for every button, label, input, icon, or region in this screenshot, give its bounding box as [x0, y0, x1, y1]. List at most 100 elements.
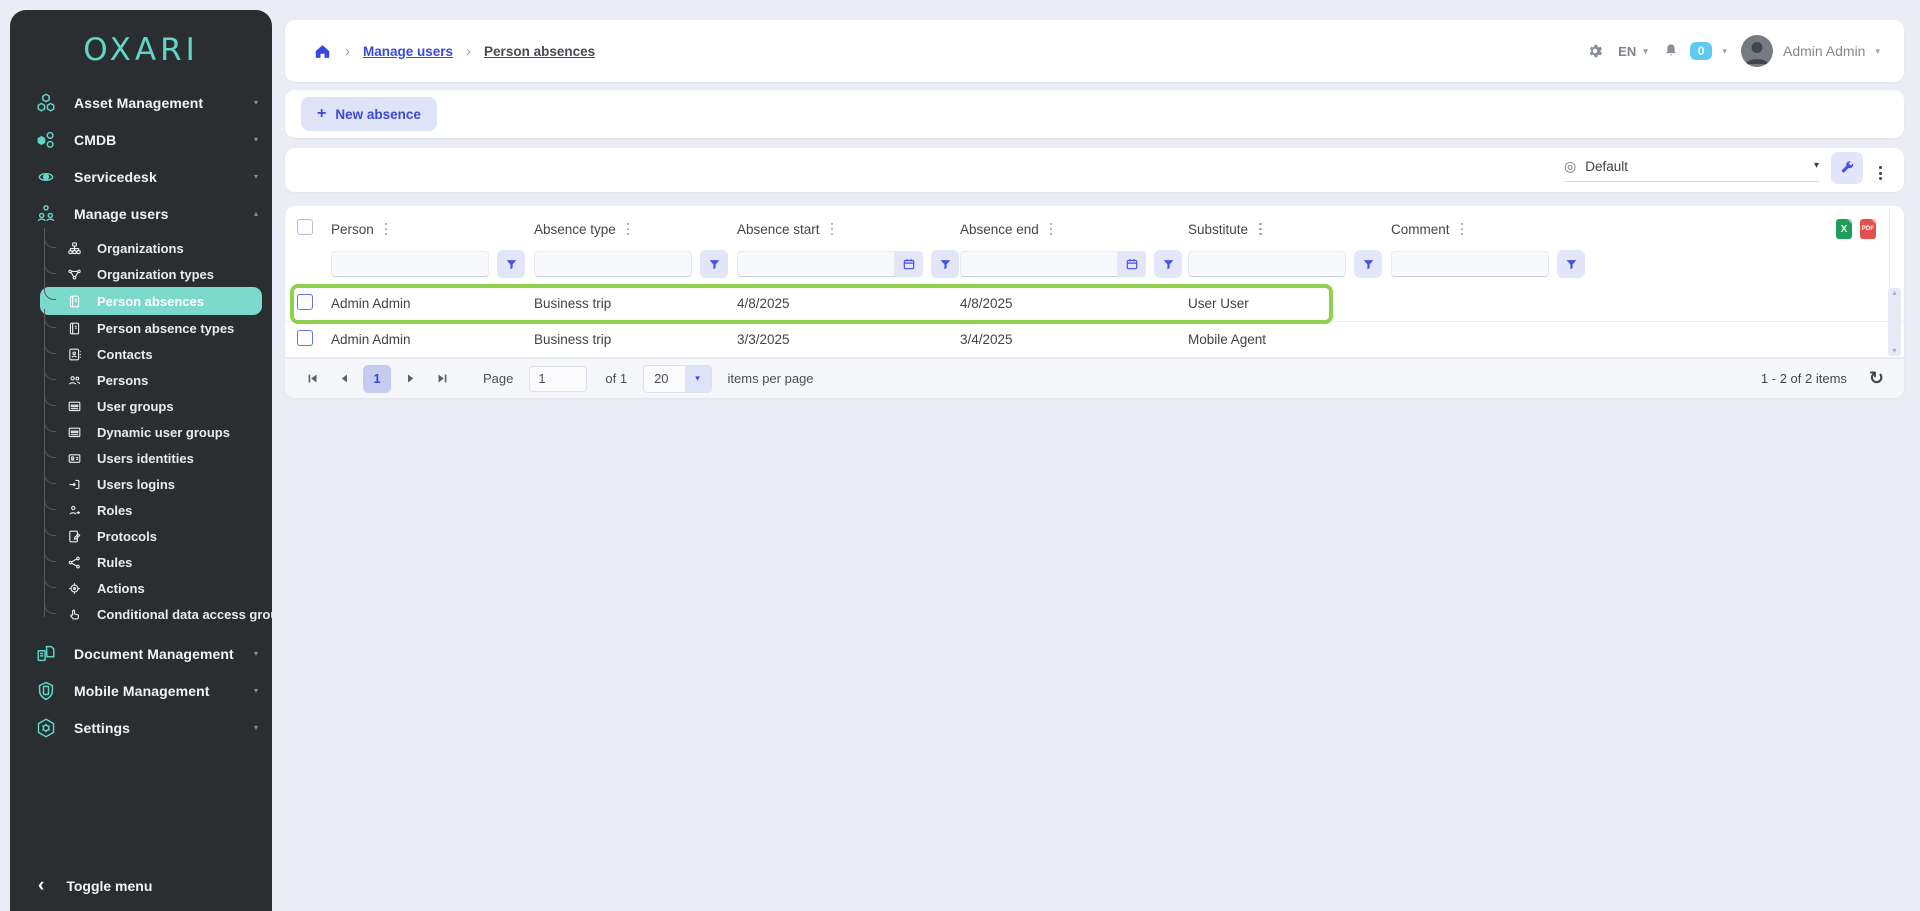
column-header-person[interactable]: Person [331, 222, 534, 237]
gear-icon[interactable] [1586, 42, 1604, 60]
sidebar-item-manage-users[interactable]: Manage users ▴ [10, 195, 272, 232]
column-header-absence-type[interactable]: Absence type [534, 222, 737, 237]
column-header-absence-end[interactable]: Absence end [960, 222, 1188, 237]
column-menu-icon[interactable] [384, 222, 388, 236]
user-groups-icon [66, 398, 83, 415]
sidebar-item-roles[interactable]: Roles [10, 491, 272, 523]
column-menu-icon[interactable] [1049, 222, 1053, 236]
table-row-2[interactable]: Admin Admin Business trip 3/3/2025 3/4/2… [285, 322, 1904, 358]
refresh-icon[interactable]: ↻ [1868, 367, 1884, 389]
sidebar-item-persons[interactable]: Persons [10, 361, 272, 393]
sidebar-item-person-absence-types[interactable]: Person absence types [10, 309, 272, 341]
sidebar-item-organization-types[interactable]: Organization types [10, 255, 272, 287]
sidebar-item-users-logins[interactable]: Users logins [10, 465, 272, 497]
contacts-icon [66, 346, 83, 363]
home-icon[interactable] [313, 42, 332, 61]
avatar[interactable] [1740, 35, 1773, 67]
previous-page-button[interactable] [331, 366, 357, 392]
column-menu-icon[interactable] [1460, 222, 1464, 236]
filter-input-absence-end[interactable] [960, 251, 1118, 277]
page-number-input[interactable] [529, 365, 588, 392]
sidebar-item-settings[interactable]: Settings ▾ [10, 709, 272, 746]
filter-input-substitute[interactable] [1188, 251, 1346, 277]
chevron-down-icon[interactable]: ▾ [1722, 45, 1727, 56]
next-page-button[interactable] [397, 366, 423, 392]
language-label: EN [1618, 43, 1637, 59]
sidebar-item-user-groups[interactable]: User groups [10, 387, 272, 419]
funnel-icon [1362, 258, 1375, 271]
sidebar-item-label: Person absences [97, 293, 204, 309]
table-row-1[interactable]: Admin Admin Business trip 4/8/2025 4/8/2… [285, 284, 1904, 324]
breadcrumb-link-manage-users[interactable]: Manage users [363, 43, 454, 59]
filter-input-comment[interactable] [1391, 251, 1549, 277]
select-all-checkbox[interactable] [297, 218, 313, 235]
filter-button-absence-end[interactable] [1154, 250, 1182, 278]
row-checkbox[interactable] [297, 330, 313, 346]
vertical-scrollbar[interactable]: ▴ ▾ [1888, 288, 1901, 356]
more-options-button[interactable] [1875, 156, 1886, 180]
filter-button-absence-start[interactable] [931, 250, 959, 278]
sidebar-item-organizations[interactable]: Organizations [10, 229, 272, 261]
filter-button-person[interactable] [497, 250, 525, 278]
new-absence-button[interactable]: + New absence [301, 97, 437, 131]
sidebar-item-rules[interactable]: Rules [10, 543, 272, 575]
user-name[interactable]: Admin Admin [1782, 43, 1866, 59]
breadcrumb-current-page[interactable]: Person absences [484, 43, 596, 59]
filter-input-absence-start[interactable] [737, 251, 895, 277]
calendar-icon[interactable] [1118, 251, 1146, 277]
last-page-button[interactable] [429, 366, 455, 392]
column-header-comment[interactable]: Comment [1391, 222, 1818, 237]
sidebar-item-dynamic-user-groups[interactable]: Dynamic user groups [10, 413, 272, 445]
bell-icon[interactable] [1662, 42, 1680, 60]
pagination-bar: 1 Page of 1 20 ▾ items per page 1 - 2 of… [285, 358, 1904, 398]
chevron-left-icon: ‹ [38, 875, 45, 896]
first-page-button[interactable] [299, 366, 325, 392]
chevron-down-icon[interactable]: ▾ [1875, 45, 1880, 56]
grid-settings-button[interactable] [1831, 152, 1863, 184]
sidebar-item-contacts[interactable]: Contacts [10, 335, 272, 367]
servicedesk-icon [34, 165, 58, 189]
table-body: Admin Admin Business trip 4/8/2025 4/8/2… [285, 284, 1904, 358]
filter-input-absence-type[interactable] [534, 251, 692, 277]
sidebar-item-cmdb[interactable]: CMDB ▾ [10, 121, 272, 158]
cell-substitute: User User [1188, 296, 1249, 311]
excel-export-icon[interactable]: X [1836, 219, 1852, 239]
sidebar-item-users-identities[interactable]: Users identities [10, 439, 272, 471]
scroll-up-icon[interactable]: ▴ [1892, 288, 1897, 297]
sidebar-item-actions[interactable]: Actions [10, 569, 272, 601]
scroll-down-icon[interactable]: ▾ [1892, 346, 1897, 355]
language-selector[interactable]: EN ▾ [1618, 44, 1648, 59]
toggle-menu-button[interactable]: ‹ Toggle menu [10, 876, 272, 895]
column-label: Absence end [960, 221, 1039, 237]
page-size-select[interactable]: 20 ▾ [643, 364, 712, 393]
sidebar-item-conditional-data-access-groups[interactable]: Conditional data access groups [10, 595, 272, 627]
column-header-absence-start[interactable]: Absence start [737, 222, 960, 237]
column-menu-icon[interactable] [830, 222, 834, 236]
cell-absence-end: 3/4/2025 [960, 332, 1013, 347]
view-icon: ◎ [1564, 158, 1577, 174]
funnel-icon [708, 258, 721, 271]
filter-button-absence-type[interactable] [700, 250, 728, 278]
filter-button-substitute[interactable] [1354, 250, 1382, 278]
column-menu-icon[interactable] [626, 222, 630, 236]
current-page-button[interactable]: 1 [363, 364, 391, 393]
notification-count-badge[interactable]: 0 [1689, 42, 1713, 60]
row-checkbox[interactable] [297, 294, 313, 310]
pdf-export-icon[interactable]: PDF [1860, 219, 1876, 239]
view-selector-dropdown[interactable]: ◎ Default ▾ [1564, 159, 1819, 182]
sidebar-item-asset-management[interactable]: Asset Management ▾ [10, 84, 272, 121]
sidebar-item-document-management[interactable]: Document Management ▾ [10, 635, 272, 672]
filter-input-person[interactable] [331, 251, 489, 277]
filter-button-comment[interactable] [1557, 250, 1585, 278]
cell-person: Admin Admin [331, 296, 411, 311]
organization-types-icon [66, 266, 83, 283]
cell-absence-type: Business trip [534, 296, 612, 311]
column-header-substitute[interactable]: Substitute [1188, 222, 1391, 237]
sidebar-item-servicedesk[interactable]: Servicedesk ▾ [10, 158, 272, 195]
column-label: Person [331, 221, 374, 237]
calendar-icon[interactable] [895, 251, 923, 277]
sidebar-item-protocols[interactable]: Protocols [10, 517, 272, 549]
column-menu-icon[interactable] [1259, 222, 1262, 236]
sidebar-item-person-absences[interactable]: Person absences [40, 281, 262, 315]
sidebar-item-mobile-management[interactable]: Mobile Management ▾ [10, 672, 272, 709]
